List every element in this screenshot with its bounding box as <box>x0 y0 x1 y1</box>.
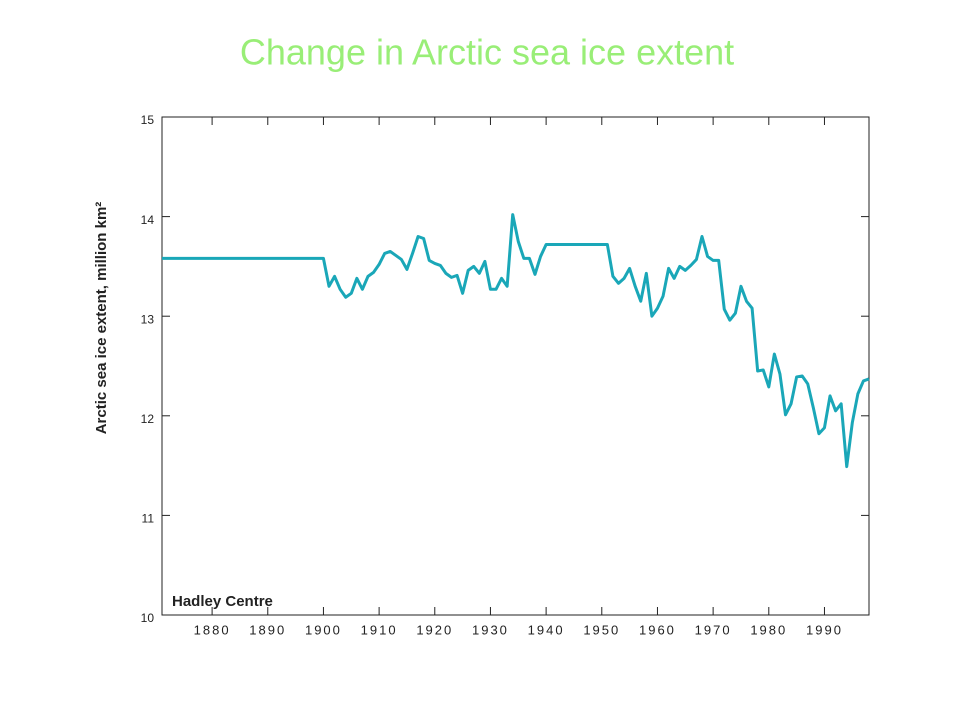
x-tick-label: 1990 <box>806 622 843 637</box>
x-tick-label: 1960 <box>639 622 676 637</box>
data-line <box>162 213 870 469</box>
x-tick-label: 1900 <box>305 622 342 637</box>
x-tick-label: 1950 <box>583 622 620 637</box>
x-tick-label: 1940 <box>528 622 565 637</box>
y-tick-label: 14 <box>141 213 155 227</box>
y-tick-label: 12 <box>141 412 155 426</box>
y-tick-label: 11 <box>142 512 155 526</box>
y-tick-label: 10 <box>141 611 155 625</box>
x-tick-label: 1910 <box>361 622 398 637</box>
plot-frame <box>161 116 870 616</box>
chart-title: Change in Arctic sea ice extent <box>240 32 734 73</box>
x-tick-label: 1880 <box>194 622 231 637</box>
x-tick-label: 1930 <box>472 622 509 637</box>
y-tick-label: 13 <box>141 312 155 326</box>
x-tick-label: 1980 <box>750 622 787 637</box>
x-tick-label: 1970 <box>695 622 732 637</box>
x-tick-label: 1890 <box>249 622 286 637</box>
y-axis-label: Arctic sea ice extent, million km² <box>93 202 110 435</box>
annotation: Hadley Centre <box>172 593 273 610</box>
x-tick-label: 1920 <box>416 622 453 637</box>
y-tick-label: 15 <box>141 113 155 127</box>
